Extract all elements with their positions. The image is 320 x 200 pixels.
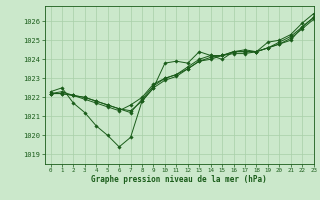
X-axis label: Graphe pression niveau de la mer (hPa): Graphe pression niveau de la mer (hPa) bbox=[91, 175, 267, 184]
